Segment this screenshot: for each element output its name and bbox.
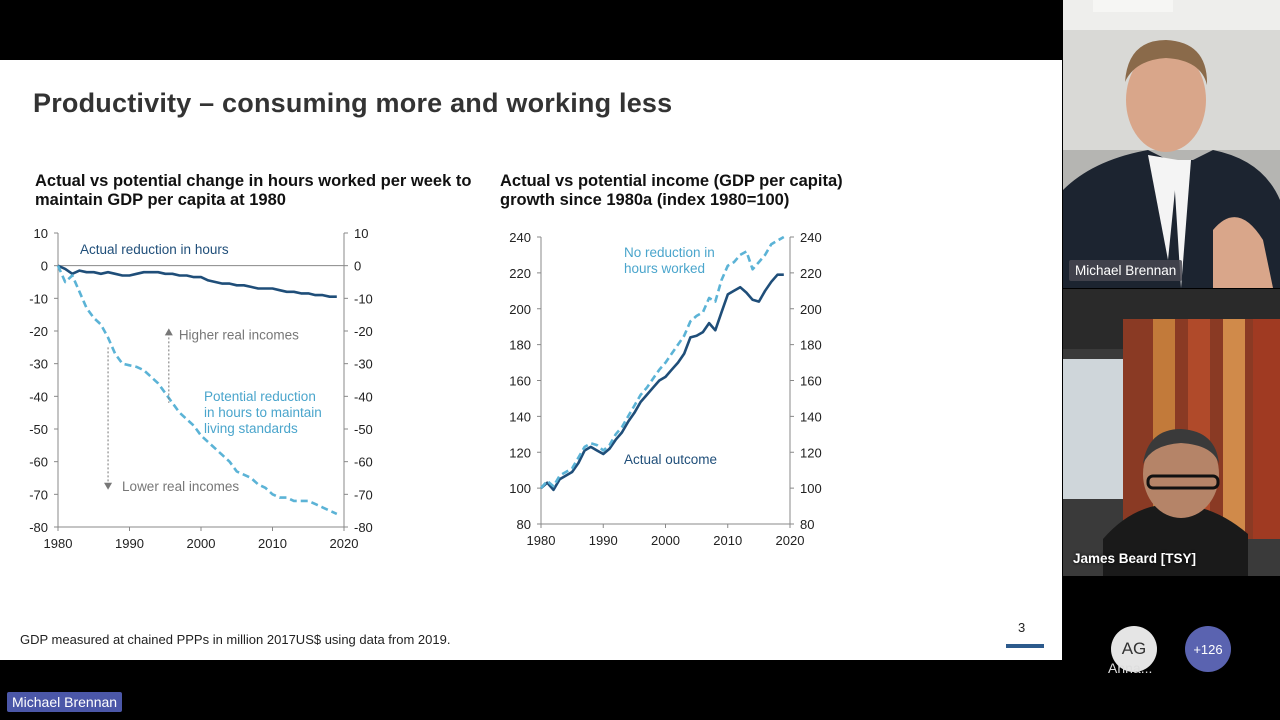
y-tick-label-right: -10	[354, 291, 373, 306]
lower-incomes-label: Lower real incomes	[122, 479, 239, 494]
slide-title: Productivity – consuming more and workin…	[33, 88, 673, 118]
actual-series-label: Actual reduction in hours	[80, 242, 229, 257]
potential-series-label: in hours to maintain	[204, 405, 322, 420]
x-tick-label: 2000	[187, 536, 216, 551]
y-tick-label-left: 0	[41, 259, 48, 274]
y-tick-label-left: -10	[29, 291, 48, 306]
y-tick-label-right: 120	[800, 445, 822, 460]
x-tick-label: 1980	[44, 536, 73, 551]
avatar-participant-name: Anna...	[1108, 660, 1153, 676]
y-tick-label-left: 160	[509, 374, 531, 389]
participant-avatar[interactable]: AG	[1111, 626, 1157, 672]
higher-incomes-label: Higher real incomes	[179, 327, 299, 342]
participant-name-label: James Beard [TSY]	[1073, 551, 1197, 566]
potential-series-label: Potential reduction	[204, 389, 316, 404]
page-indicator-bar	[1006, 644, 1044, 648]
y-tick-label-left: -50	[29, 422, 48, 437]
video-tile-james[interactable]: James Beard [TSY]	[1063, 289, 1280, 576]
video-feed-james	[1063, 289, 1280, 576]
hours-worked-chart: 10 10 0 0 -10 -10 -20 -20 -30 -30 -40 -40 -50 -50 -60 -…	[29, 226, 373, 551]
y-tick-label-left: -80	[29, 520, 48, 535]
right-chart-title: Actual vs potential income (GDP per capi…	[500, 172, 843, 209]
actual-series-line	[57, 264, 337, 298]
y-tick-label-left: 100	[509, 481, 531, 496]
left-chart-title: Actual vs potential change in hours work…	[35, 172, 472, 209]
y-tick-label-left: 240	[509, 230, 531, 245]
video-feed-michael	[1063, 0, 1280, 288]
more-participants-button[interactable]: +126	[1185, 626, 1231, 672]
y-tick-label-right: 100	[800, 481, 822, 496]
actual-series-line	[540, 273, 784, 492]
y-tick-label-right: -60	[354, 455, 373, 470]
y-tick-label-left: 180	[509, 338, 531, 353]
x-tick-label: 2000	[651, 533, 680, 548]
y-tick-label-right: 180	[800, 338, 822, 353]
y-tick-label-left: 200	[509, 302, 531, 317]
presentation-slide: Productivity – consuming more and workin…	[0, 60, 1062, 660]
y-tick-label-left: -60	[29, 455, 48, 470]
potential-series-label: hours worked	[624, 261, 705, 276]
y-tick-label-left: 10	[34, 226, 48, 241]
y-tick-label-left: -20	[29, 324, 48, 339]
y-tick-label-right: 240	[800, 230, 822, 245]
y-tick-label-left: 140	[509, 409, 531, 424]
potential-series-line	[56, 265, 338, 516]
actual-series-label: Actual outcome	[624, 452, 717, 467]
y-tick-label-right: 10	[354, 226, 368, 241]
y-tick-label-left: 220	[509, 266, 531, 281]
y-tick-label-right: -40	[354, 389, 373, 404]
gdp-index-chart: 240 240 220 220 200 200 180 180 160 160 140 140 120 1…	[509, 230, 822, 548]
potential-series-line	[540, 235, 785, 489]
y-tick-label-left: -30	[29, 357, 48, 372]
x-tick-label: 2010	[258, 536, 287, 551]
x-tick-label: 1990	[589, 533, 618, 548]
y-tick-label-left: -70	[29, 487, 48, 502]
active-speaker-label: Michael Brennan	[7, 692, 123, 712]
arrow-up-icon	[164, 328, 173, 336]
potential-series-label: living standards	[204, 421, 298, 436]
y-tick-label-right: 160	[800, 374, 822, 389]
x-tick-label: 1980	[527, 533, 556, 548]
arrow-down-icon	[104, 482, 113, 490]
y-tick-label-right: 220	[800, 266, 822, 281]
y-tick-label-left: 80	[517, 517, 531, 532]
y-tick-label-right: -20	[354, 324, 373, 339]
y-tick-label-right: -50	[354, 422, 373, 437]
participant-name-tag: Michael Brennan	[1069, 260, 1183, 281]
y-tick-label-left: 120	[509, 445, 531, 460]
y-tick-label-right: -80	[354, 520, 373, 535]
slide-footnote: GDP measured at chained PPPs in million …	[20, 632, 451, 647]
potential-series-label: No reduction in	[624, 245, 715, 260]
y-tick-label-left: -40	[29, 389, 48, 404]
y-tick-label-right: 200	[800, 302, 822, 317]
page-number: 3	[1018, 620, 1026, 635]
x-tick-label: 2020	[776, 533, 805, 548]
y-tick-label-right: -30	[354, 357, 373, 372]
y-tick-label-right: 0	[354, 259, 361, 274]
y-tick-label-right: 80	[800, 517, 814, 532]
video-tile-michael[interactable]: Michael Brennan	[1063, 0, 1280, 288]
x-tick-label: 2010	[713, 533, 742, 548]
x-tick-label: 2020	[330, 536, 359, 551]
x-tick-label: 1990	[115, 536, 144, 551]
y-tick-label-right: 140	[800, 409, 822, 424]
y-tick-label-right: -70	[354, 487, 373, 502]
